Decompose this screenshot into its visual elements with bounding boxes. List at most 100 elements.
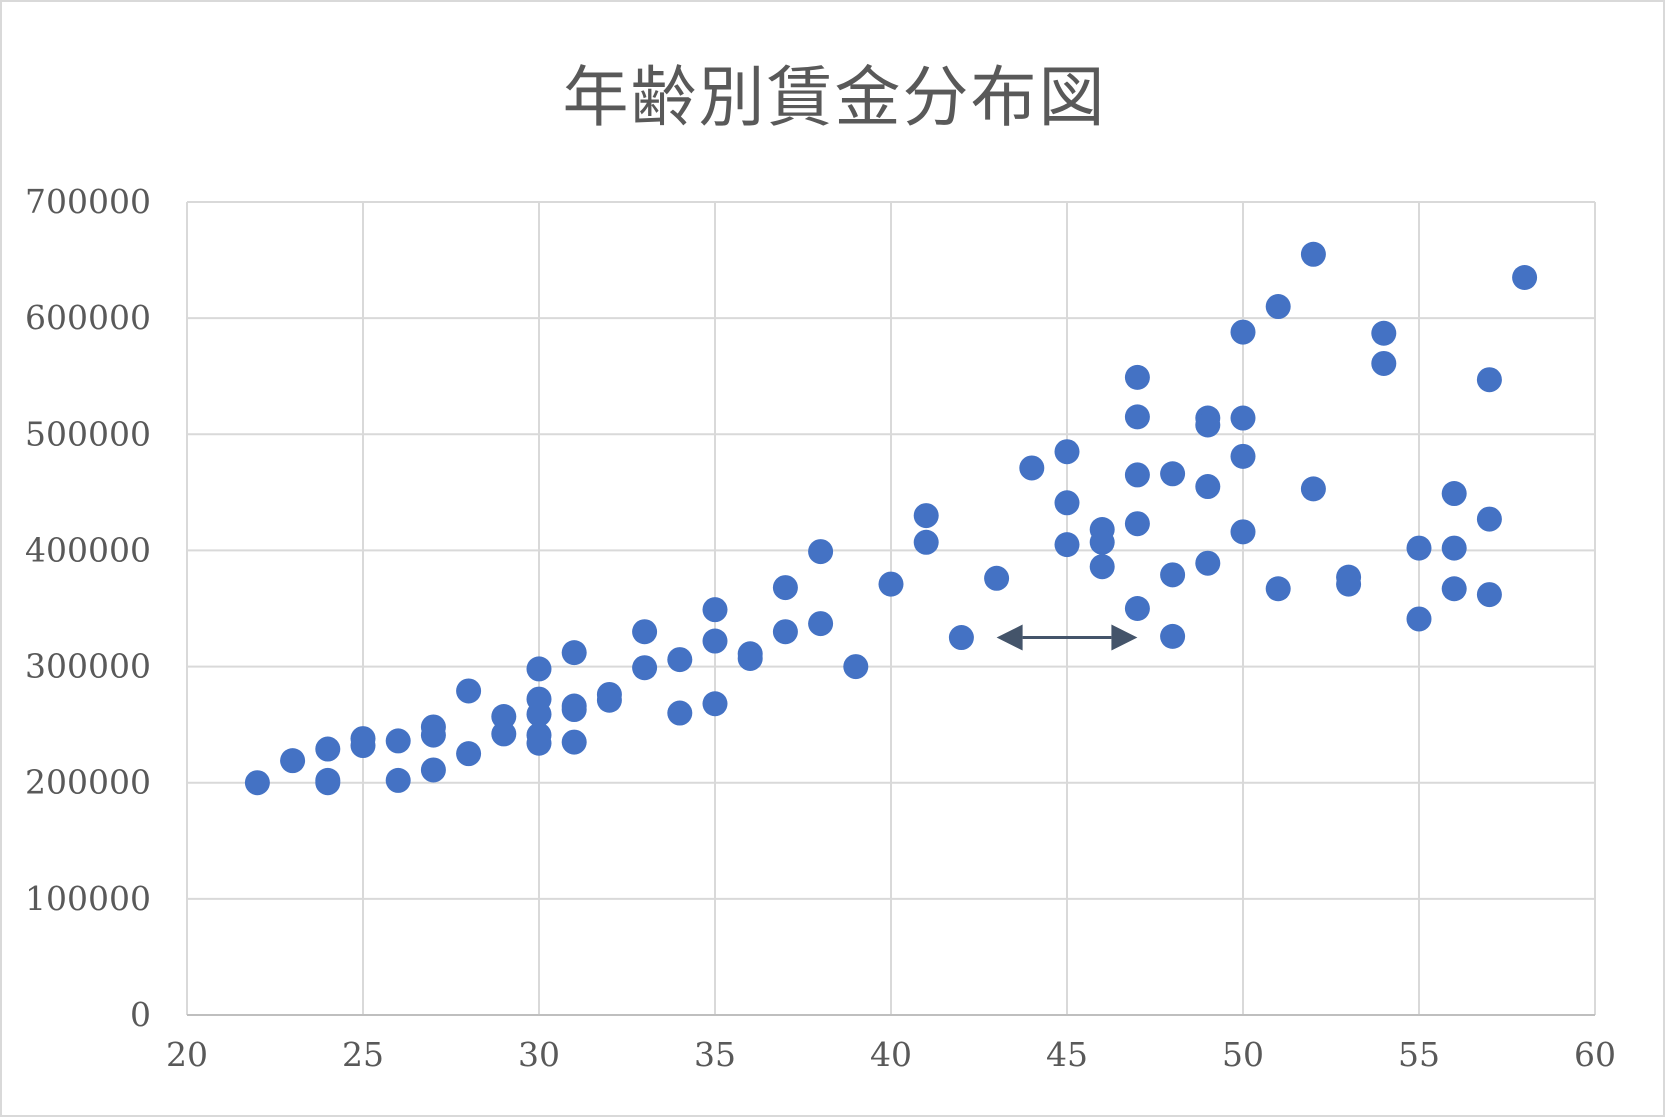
data-point — [1195, 412, 1221, 438]
chart-title: 年齢別賃金分布図 — [562, 59, 1107, 136]
data-point — [1230, 519, 1256, 545]
data-point — [1054, 490, 1080, 516]
x-tick-label: 20 — [166, 1035, 208, 1074]
data-point — [1089, 554, 1115, 580]
data-point — [526, 730, 552, 756]
data-point — [420, 722, 446, 748]
data-point — [526, 701, 552, 727]
arrow-head-right — [1111, 624, 1138, 651]
data-point — [843, 654, 869, 680]
data-point — [1230, 319, 1256, 345]
data-point — [315, 770, 341, 796]
x-tick-label: 45 — [1046, 1035, 1088, 1074]
x-tick-label: 60 — [1574, 1035, 1616, 1074]
data-point — [667, 700, 693, 726]
data-point — [1300, 241, 1326, 267]
data-point — [1124, 511, 1150, 537]
data-point — [808, 611, 834, 637]
data-point — [491, 704, 517, 730]
x-tick-label: 35 — [694, 1035, 736, 1074]
x-tick-label: 30 — [518, 1035, 560, 1074]
data-point — [596, 687, 622, 713]
data-point — [1476, 367, 1502, 393]
data-point — [808, 539, 834, 565]
data-point — [1195, 474, 1221, 500]
data-point — [1124, 404, 1150, 430]
data-point — [878, 571, 904, 597]
data-point — [1371, 320, 1397, 346]
y-tick-label: 700000 — [25, 182, 151, 221]
data-point — [702, 691, 728, 717]
data-point — [1160, 623, 1186, 649]
data-point — [1371, 350, 1397, 376]
y-tick-label: 600000 — [25, 298, 151, 337]
data-point — [913, 503, 939, 529]
data-point — [385, 767, 411, 793]
data-point — [632, 655, 658, 681]
data-point — [702, 597, 728, 623]
data-point — [632, 619, 658, 645]
y-tick-label: 500000 — [25, 414, 151, 453]
data-point — [1300, 476, 1326, 502]
data-point — [350, 733, 376, 759]
data-point — [1124, 462, 1150, 488]
data-point — [1054, 532, 1080, 558]
y-tick-label: 400000 — [25, 530, 151, 569]
data-point — [420, 757, 446, 783]
data-points — [244, 241, 1538, 796]
data-point — [1160, 461, 1186, 487]
y-tick-label: 100000 — [25, 879, 151, 918]
data-point — [561, 697, 587, 723]
data-point — [702, 628, 728, 654]
data-point — [1512, 264, 1538, 290]
data-point — [385, 728, 411, 754]
data-point — [1230, 405, 1256, 431]
data-point — [772, 619, 798, 645]
y-tick-label: 200000 — [25, 763, 151, 802]
data-point — [913, 529, 939, 555]
data-point — [1160, 562, 1186, 588]
annotation-layer — [996, 624, 1138, 651]
data-point — [1265, 294, 1291, 320]
data-point — [280, 748, 306, 774]
x-tick-label: 55 — [1398, 1035, 1440, 1074]
data-point — [1019, 455, 1045, 481]
y-tick-label: 0 — [130, 995, 151, 1034]
data-point — [1406, 535, 1432, 561]
data-point — [1124, 596, 1150, 621]
data-point — [456, 741, 482, 767]
data-point — [1265, 576, 1291, 602]
data-point — [1230, 443, 1256, 469]
data-point — [1441, 576, 1467, 602]
y-tick-label: 300000 — [25, 647, 151, 686]
data-point — [491, 721, 517, 747]
x-tick-label: 25 — [342, 1035, 384, 1074]
double-arrow-icon — [996, 624, 1138, 651]
arrow-head-left — [996, 624, 1023, 651]
x-tick-label: 50 — [1222, 1035, 1264, 1074]
data-point — [1476, 582, 1502, 608]
data-point — [526, 656, 552, 682]
data-point — [1195, 550, 1221, 576]
data-point — [1406, 606, 1432, 632]
data-point — [561, 729, 587, 755]
data-point — [948, 625, 974, 651]
data-point — [561, 640, 587, 666]
data-point — [772, 575, 798, 601]
data-point — [737, 645, 763, 671]
data-point — [1124, 364, 1150, 390]
grid-layer — [186, 201, 1596, 1016]
data-point — [1336, 571, 1362, 597]
data-point — [1089, 529, 1115, 555]
data-point — [1441, 535, 1467, 561]
data-point — [1441, 481, 1467, 507]
x-tick-label: 40 — [870, 1035, 912, 1074]
data-point — [667, 647, 693, 673]
data-point — [1054, 439, 1080, 465]
data-point — [244, 770, 270, 796]
data-point — [315, 736, 341, 762]
data-point — [984, 565, 1010, 591]
data-point — [456, 678, 482, 704]
